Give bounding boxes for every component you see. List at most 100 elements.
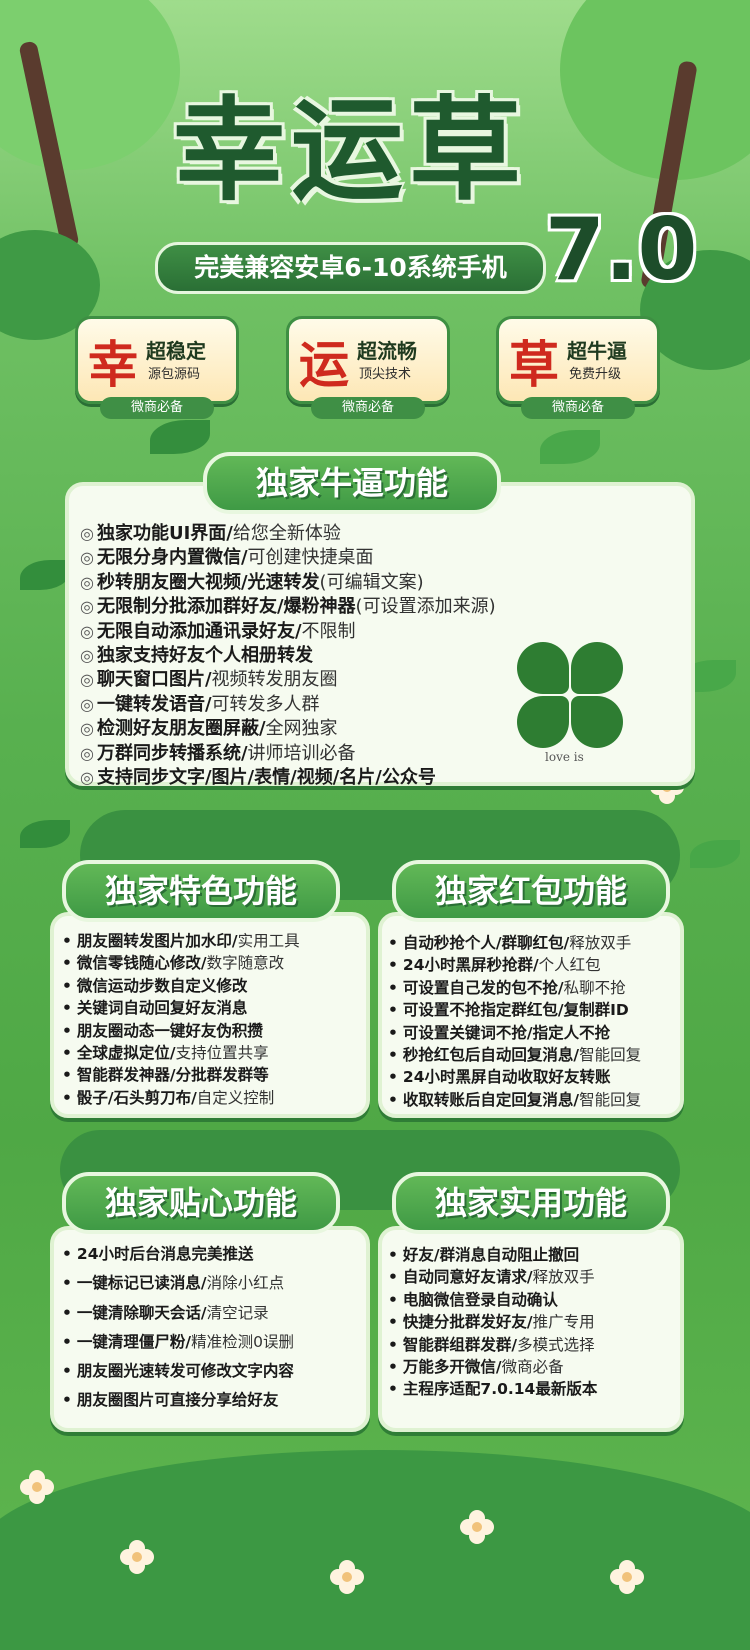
feature-item-note: (可编辑文案) <box>319 571 424 593</box>
feature-item-note: 推广专用 <box>532 1313 595 1332</box>
feature-item-bold: 独家支持好友个人相册转发 <box>96 645 313 667</box>
feature-item: 聊天窗口图片/视频转发朋友圈 <box>80 668 496 692</box>
feature-item-note: 智能回复 <box>579 1090 642 1109</box>
feature-item-note: 释放双手 <box>569 934 632 952</box>
feature-item-note: 智能回复 <box>579 1046 642 1065</box>
feature-item: 骰子/石头剪刀布/自定义控制 <box>62 1087 300 1109</box>
feature-item-note: 视频转发朋友圈 <box>211 669 338 691</box>
badge-title: 超流畅 <box>357 339 417 363</box>
feature-item-bold: 秒转朋友圈大视频/光速转发 <box>96 571 320 593</box>
feature-item-note: 消除小红点 <box>206 1274 285 1293</box>
feature-item-bold: 24小时黑屏秒抢群/ <box>402 956 539 975</box>
badge-awesome: 草 超牛逼 免费升级 微商必备 <box>496 316 660 419</box>
feature-item-note: 可转发多人群 <box>211 693 320 715</box>
badge-sub: 源包源码 <box>148 367 201 382</box>
clover-icon <box>515 640 625 750</box>
feature-item-bold: 骰子/石头剪刀布/ <box>76 1088 197 1107</box>
feature-item: 秒转朋友圈大视频/光速转发(可编辑文案) <box>80 571 496 595</box>
caring-features-title: 独家贴心功能 <box>62 1172 340 1234</box>
feature-item: 可设置不抢指定群红包/复制群ID <box>388 999 641 1021</box>
badge-char: 幸 <box>88 335 138 394</box>
subtitle-banner: 完美兼容安卓6-10系统手机 <box>155 242 546 294</box>
feature-item-bold: 无限自动添加通讯录好友/ <box>96 620 302 642</box>
feature-item: 全球虚拟定位/支持位置共享 <box>62 1042 300 1064</box>
main-features-list: 独家功能UI界面/给您全新体验无限分身内置微信/可创建快捷桌面秒转朋友圈大视频/… <box>80 522 496 790</box>
feature-item-bold: 微信零钱随心修改/ <box>76 954 207 973</box>
clover-caption: love is <box>545 750 584 764</box>
feature-item-note: 私聊不抢 <box>563 978 626 997</box>
feature-item: 24小时黑屏自动收取好友转账 <box>388 1066 641 1088</box>
main-features-title: 独家牛逼功能 <box>203 452 501 514</box>
feature-item: 朋友圈光速转发可修改文字内容 <box>62 1357 294 1386</box>
feature-item-bold: 电脑微信登录自动确认 <box>402 1290 558 1309</box>
feature-item: 检测好友朋友圈屏蔽/全网独家 <box>80 717 496 741</box>
feature-item-bold: 智能群组群发群/ <box>402 1335 518 1354</box>
feature-item: 收取转账后自定回复消息/智能回复 <box>388 1089 641 1111</box>
feature-item: 一键转发语音/可转发多人群 <box>80 693 496 717</box>
feature-item-bold: 万群同步转播系统/ <box>96 742 248 764</box>
app-title: 幸运草 <box>173 85 527 216</box>
version-label: 7.0 <box>545 200 698 300</box>
feature-item-bold: 一键转发语音/ <box>96 693 212 715</box>
feature-item-note: 不限制 <box>301 620 356 642</box>
feature-item: 可设置关键词不抢/指定人不抢 <box>388 1022 641 1044</box>
feature-item-note: 全网独家 <box>265 718 338 740</box>
badge-char: 草 <box>509 335 559 394</box>
feature-item: 朋友圈图片可直接分享给好友 <box>62 1386 294 1415</box>
feature-item-bold: 自动同意好友请求/ <box>402 1268 533 1287</box>
feature-item-bold: 聊天窗口图片/ <box>96 669 212 691</box>
feature-item: 独家支持好友个人相册转发 <box>80 644 496 668</box>
badge-foot: 微商必备 <box>521 397 635 419</box>
feature-item-note: 数字随意改 <box>206 954 285 973</box>
feature-item: 24小时黑屏秒抢群/个人红包 <box>388 954 641 976</box>
feature-item-bold: 万能多开微信/ <box>402 1358 502 1377</box>
badge-foot: 微商必备 <box>100 397 214 419</box>
feature-item: 可设置自己发的包不抢/私聊不抢 <box>388 977 641 999</box>
feature-item: 智能群发神器/分批群发群等 <box>62 1064 300 1086</box>
feature-item-bold: 可设置关键词不抢/指定人不抢 <box>402 1023 611 1042</box>
feature-item-note: 多模式选择 <box>517 1335 595 1354</box>
feature-item: 快捷分批群发好友/推广专用 <box>388 1311 597 1333</box>
feature-item: 无限制分批添加群好友/爆粉神器(可设置添加来源) <box>80 595 496 619</box>
feature-item-bold: 朋友圈图片可直接分享给好友 <box>76 1391 279 1410</box>
special-features-title: 独家特色功能 <box>62 860 340 922</box>
feature-item-bold: 24小时后台消息完美推送 <box>76 1245 254 1263</box>
feature-item: 无限自动添加通讯录好友/不限制 <box>80 620 496 644</box>
feature-item: 无限分身内置微信/可创建快捷桌面 <box>80 546 496 570</box>
badge-stable: 幸 超稳定 源包源码 微商必备 <box>75 316 239 419</box>
feature-item-bold: 主程序适配7.0.14最新版本 <box>402 1380 598 1399</box>
feature-item: 朋友圈转发图片加水印/实用工具 <box>62 930 300 952</box>
feature-item-bold: 自动秒抢个人/群聊红包/ <box>402 934 570 952</box>
feature-item-note: 支持位置共享 <box>175 1044 269 1063</box>
feature-item-note: 清空记录 <box>206 1303 269 1322</box>
badge-title: 超牛逼 <box>567 339 627 363</box>
feature-item-bold: 独家功能UI界面/ <box>96 523 233 544</box>
badge-smooth: 运 超流畅 顶尖技术 微商必备 <box>286 316 450 419</box>
feature-item-note: 释放双手 <box>532 1268 595 1287</box>
feature-item-bold: 秒抢红包后自动回复消息/ <box>402 1046 580 1065</box>
feature-item-bold: 关键词自动回复好友消息 <box>76 999 248 1018</box>
feature-item-bold: 可设置自己发的包不抢/ <box>402 978 564 997</box>
redpacket-features-title: 独家红包功能 <box>392 860 670 922</box>
feature-item-bold: 智能群发神器/分批群发群等 <box>76 1066 269 1085</box>
feature-item: 一键标记已读消息/消除小红点 <box>62 1269 294 1298</box>
badge-sub: 免费升级 <box>569 367 622 382</box>
feature-item-bold: 一键清除聊天会话/ <box>76 1303 207 1322</box>
feature-item: 自动同意好友请求/释放双手 <box>388 1266 597 1288</box>
feature-item: 秒抢红包后自动回复消息/智能回复 <box>388 1044 641 1066</box>
feature-item-note: 给您全新体验 <box>232 523 341 544</box>
feature-item-bold: 微信运动步数自定义修改 <box>76 976 248 995</box>
feature-item-note: 个人红包 <box>538 956 601 975</box>
feature-item-bold: 朋友圈光速转发可修改文字内容 <box>76 1362 294 1381</box>
feature-item-bold: 好友/群消息自动阻止撤回 <box>402 1246 580 1264</box>
feature-item: 主程序适配7.0.14最新版本 <box>388 1378 597 1400</box>
feature-item-bold: 一键清理僵尸粉/ <box>76 1332 192 1351</box>
badge-title: 超稳定 <box>146 339 206 363</box>
feature-item-bold: 无限分身内置微信/ <box>96 547 248 569</box>
feature-item-note: 精准检测0误删 <box>191 1332 294 1351</box>
feature-item-bold: 全球虚拟定位/ <box>76 1044 176 1063</box>
feature-item-bold: 可设置不抢指定群红包/复制群ID <box>402 1001 629 1020</box>
badge-sub: 顶尖技术 <box>359 367 412 382</box>
feature-item: 自动秒抢个人/群聊红包/释放双手 <box>388 932 641 954</box>
feature-item-bold: 朋友圈动态一键好友伪积攒 <box>76 1021 263 1040</box>
